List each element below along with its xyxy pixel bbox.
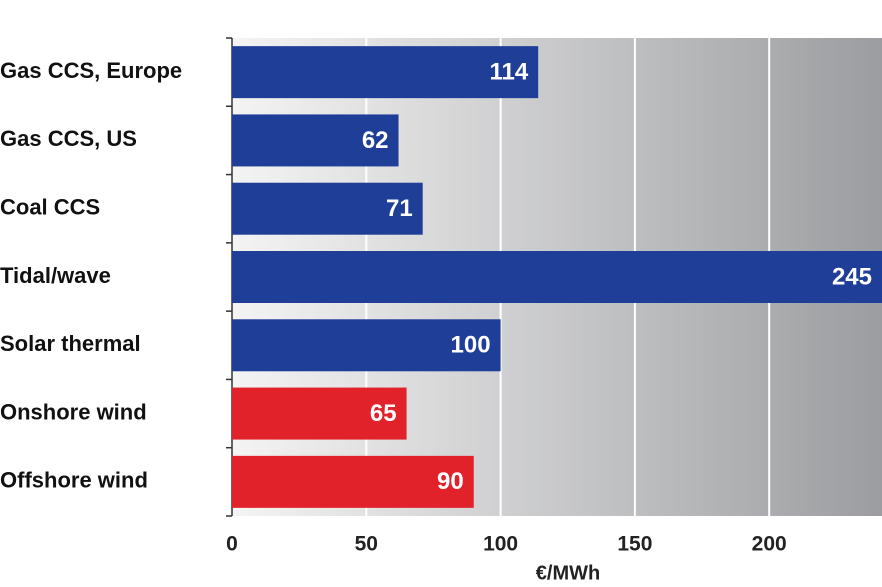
bar	[232, 455, 474, 508]
y-tick-label: Solar thermal	[0, 331, 141, 356]
value-label: 100	[451, 332, 491, 359]
value-label: 62	[362, 127, 389, 154]
value-label: 114	[489, 58, 528, 85]
value-label: 90	[437, 468, 464, 495]
x-tick-label: 50	[355, 533, 378, 556]
value-label: 245	[832, 263, 872, 290]
y-tick-label: Offshore wind	[0, 468, 148, 493]
value-label: 65	[370, 400, 397, 427]
x-tick-label: 0	[226, 533, 238, 556]
bar	[232, 114, 399, 167]
y-tick-label: Onshore wind	[0, 399, 147, 424]
bar	[232, 46, 539, 99]
y-tick-label: Gas CCS, US	[0, 126, 137, 151]
value-label: 71	[386, 195, 413, 222]
bar	[232, 387, 407, 440]
y-tick-label: Gas CCS, Europe	[0, 58, 182, 83]
bar	[232, 251, 882, 303]
bar	[232, 182, 423, 235]
x-tick-label: 200	[752, 533, 787, 556]
x-axis-title: €/MWh	[536, 562, 600, 584]
x-tick-label: 100	[483, 533, 518, 556]
y-tick-label: Tidal/wave	[0, 263, 111, 288]
y-tick-label: Coal CCS	[0, 195, 100, 220]
x-tick-label: 150	[617, 533, 652, 556]
bar	[232, 319, 501, 372]
